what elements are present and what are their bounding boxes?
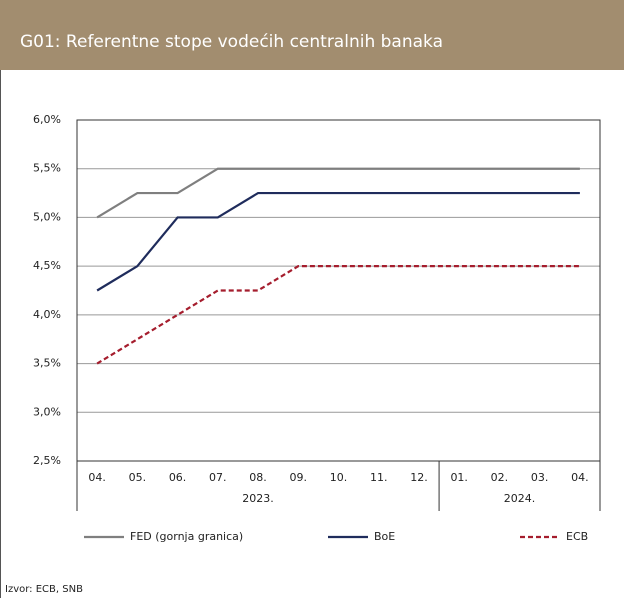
y-tick-label: 4,0%	[33, 308, 61, 321]
header-band	[0, 0, 624, 70]
x-tick-label: 11.	[370, 471, 388, 484]
y-tick-label: 6,0%	[33, 113, 61, 126]
legend-label: ECB	[566, 530, 588, 543]
x-tick-label: 04.	[571, 471, 589, 484]
y-tick-label: 2,5%	[33, 454, 61, 467]
x-tick-label: 05.	[129, 471, 147, 484]
x-tick-label: 09.	[290, 471, 308, 484]
legend-label: BoE	[374, 530, 395, 543]
series-line	[96, 167, 580, 219]
y-tick-label: 3,0%	[33, 405, 61, 418]
x-tick-label: 12.	[410, 471, 428, 484]
x-tick-label: 04.	[88, 471, 106, 484]
y-tick-label: 5,5%	[33, 162, 61, 175]
series-line	[96, 191, 580, 292]
x-tick-label: 02.	[491, 471, 509, 484]
x-tick-label: 10.	[330, 471, 348, 484]
chart-title: G01: Referentne stope vodećih centralnih…	[20, 32, 443, 52]
series-line	[96, 265, 580, 365]
x-tick-label: 01.	[450, 471, 468, 484]
y-tick-label: 5,0%	[33, 210, 61, 223]
x-tick-label: 07.	[209, 471, 227, 484]
y-tick-label: 4,5%	[33, 259, 61, 272]
y-tick-label: 3,5%	[33, 357, 61, 370]
x-tick-label: 03.	[531, 471, 549, 484]
x-tick-label: 08.	[249, 471, 267, 484]
plot-frame	[76, 119, 601, 462]
x-group-label: 2024.	[504, 492, 536, 505]
legend-label: FED (gornja granica)	[130, 530, 243, 543]
x-tick-label: 06.	[169, 471, 187, 484]
source: Izvor: ECB, SNB	[5, 584, 83, 595]
x-group-label: 2023.	[242, 492, 274, 505]
